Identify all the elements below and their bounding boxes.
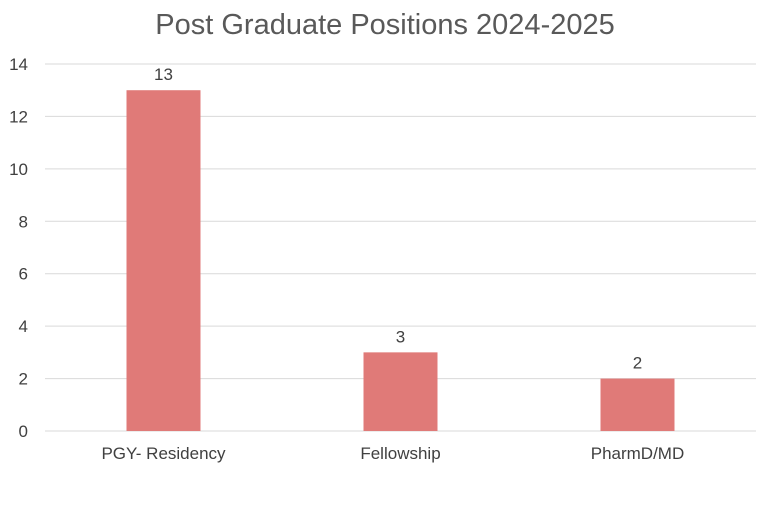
bar-pgy-residency	[126, 90, 201, 431]
data-label: 13	[154, 65, 173, 84]
chart-title: Post Graduate Positions 2024-2025	[155, 9, 614, 41]
data-labels: 13 3 2	[154, 65, 642, 372]
y-tick-label: 4	[19, 317, 28, 336]
x-category-label: PharmD/MD	[591, 444, 685, 463]
bars	[126, 90, 675, 431]
y-tick-label: 8	[19, 212, 28, 231]
y-tick-label: 10	[9, 160, 28, 179]
y-tick-label: 0	[19, 422, 28, 441]
x-category-label: PGY- Residency	[101, 444, 226, 463]
y-tick-label: 6	[19, 265, 28, 284]
y-axis-ticks: 0 2 4 6 8 10 12 14	[9, 55, 28, 441]
data-label: 2	[633, 354, 642, 373]
y-tick-label: 12	[9, 107, 28, 126]
bar-fellowship	[363, 352, 438, 431]
x-category-label: Fellowship	[360, 444, 440, 463]
x-axis-categories: PGY- Residency Fellowship PharmD/MD	[101, 444, 684, 463]
data-label: 3	[396, 327, 405, 346]
bar-pharmd-md	[600, 378, 675, 431]
y-tick-label: 2	[19, 370, 28, 389]
y-tick-label: 14	[9, 55, 28, 74]
